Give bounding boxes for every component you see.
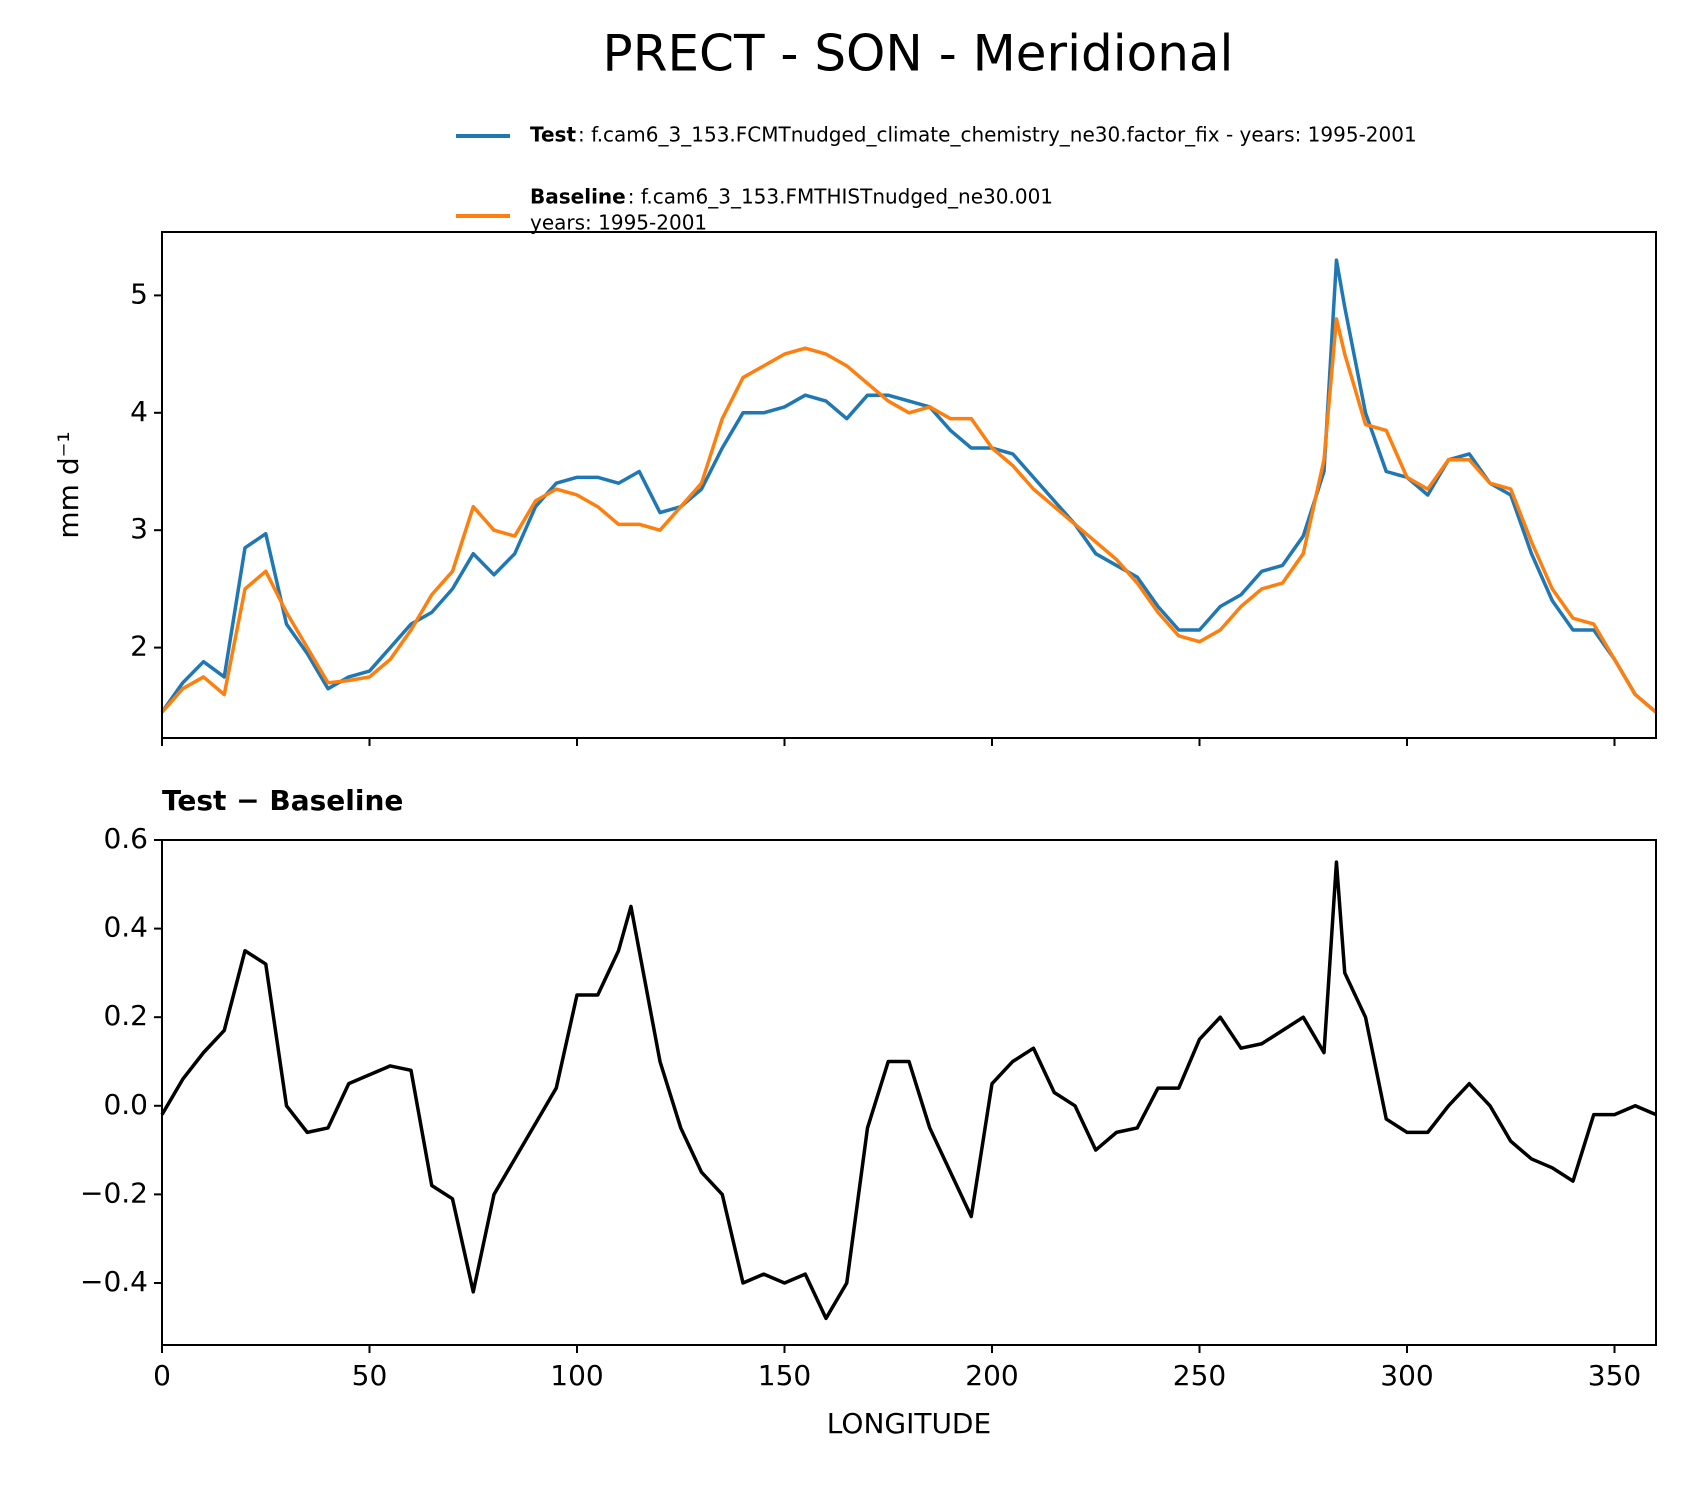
legend-label: : f.cam6_3_153.FMTHISTnudged_ne30.001 [628,185,1053,209]
axes-frame [161,231,1657,739]
axes-title: Test − Baseline [162,784,403,817]
y-tick-label: 0.4 [103,911,148,944]
y-tick-label: 0.2 [103,999,148,1032]
x-tick-label: 100 [550,1359,603,1392]
y-tick-label: 0.6 [103,822,148,855]
axes-frame [161,839,1657,1346]
y-tick-label: 3 [130,512,148,545]
x-tick-label: 0 [153,1359,171,1392]
y-tick-label: −0.2 [80,1176,148,1209]
x-tick-label: 200 [965,1359,1018,1392]
data-line [160,317,1658,714]
x-axis-label: LONGITUDE [827,1407,991,1440]
y-tick-label: 4 [130,395,148,428]
x-tick-label: 150 [758,1359,811,1392]
legend-name: Baseline [530,185,626,209]
x-tick-label: 50 [352,1359,388,1392]
data-line [160,860,1657,1321]
legend-label: years: 1995-2001 [530,211,707,235]
legend-label: : f.cam6_3_153.FCMTnudged_climate_chemis… [578,123,1417,147]
y-tick-label: 2 [130,630,148,663]
legend-name: Test [530,123,576,147]
x-tick-label: 350 [1588,1359,1641,1392]
x-tick-label: 300 [1380,1359,1433,1392]
y-axis-label: mm d⁻¹ [52,431,85,538]
figure-title: PRECT - SON - Meridional [603,25,1234,83]
x-tick-label: 250 [1173,1359,1226,1392]
y-tick-label: 0.0 [103,1088,148,1121]
y-tick-label: −0.4 [80,1265,148,1298]
y-tick-label: 5 [130,277,148,310]
